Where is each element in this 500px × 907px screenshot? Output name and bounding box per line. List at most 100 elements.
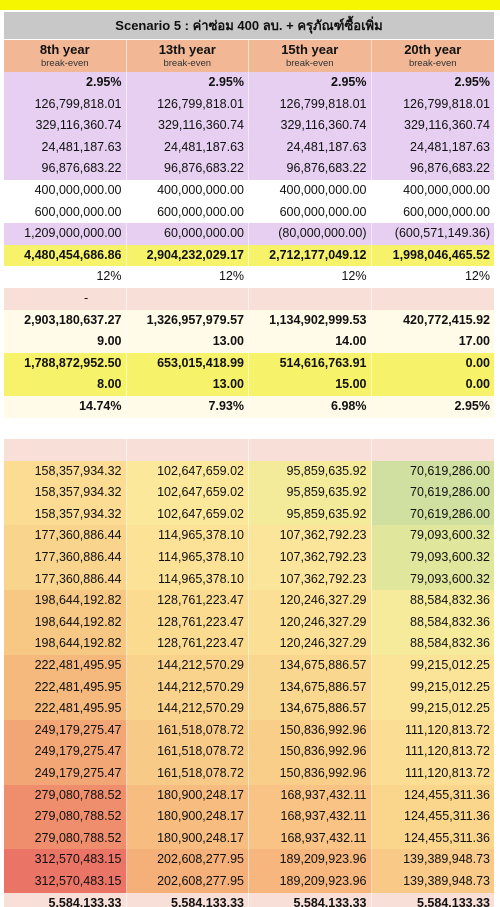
table-cell: 96,876,683.22: [410, 161, 490, 176]
heatmap-row: 177,360,886.44 114,965,378.10 107,362,792.…: [4, 568, 494, 591]
table-cell: 114,965,378.10: [126, 525, 249, 548]
table-cell: 279,080,788.52: [4, 784, 127, 807]
table-cell: 198,644,192.82: [4, 633, 127, 656]
table-cell: 329,116,360.74: [404, 118, 490, 133]
table-cell: 177,360,886.44: [4, 525, 127, 548]
table-cell: [372, 418, 495, 440]
table-cell: 139,389,948.73: [371, 849, 494, 871]
table-cell: 99,215,012.25: [371, 655, 494, 677]
table-row: 2,903,180,637.27 1,326,957,979.57 1,134,90…: [4, 309, 494, 332]
table-cell: 0.00: [465, 355, 490, 370]
table-cell: 139,389,948.73: [371, 870, 494, 893]
table-cell: 12%: [4, 266, 127, 288]
table-cell: 329,116,360.74: [127, 115, 249, 137]
table-cell: 249,179,275.47: [4, 719, 127, 742]
table-cell: 79,093,600.32: [371, 547, 494, 569]
table-cell: 111,120,813.72: [371, 741, 494, 763]
table-cell: 6.98%: [249, 395, 372, 418]
table-cell: 400,000,000.00: [127, 179, 249, 202]
table-cell: 249,179,275.47: [4, 741, 127, 763]
table-cell: 222,481,495.95: [4, 698, 127, 720]
table-cell: 2.95%: [4, 72, 127, 94]
table-cell: 95,859,635.92: [249, 503, 372, 526]
column-year: 13th year: [158, 42, 216, 57]
table-cell: 24,481,187.63: [410, 139, 490, 154]
footer-section: 5,584,133.33 5,584,133.33 5,584,133.33 5,58…: [4, 892, 494, 907]
table-cell: 134,675,886.57: [249, 676, 372, 699]
table-cell: 96,876,683.22: [249, 158, 372, 180]
table-cell: 95,859,635.92: [249, 482, 372, 504]
table-cell: [127, 439, 249, 461]
table-cell: 158,357,934.32: [4, 460, 127, 483]
table-cell: [372, 439, 495, 461]
table-cell: 144,212,570.29: [126, 698, 249, 720]
table-cell: 124,455,311.36: [371, 784, 494, 807]
table-cell: [249, 417, 372, 440]
table-cell: 96,876,683.22: [127, 158, 249, 180]
table-cell: 107,362,792.23: [249, 568, 372, 591]
table-cell: 79,093,600.32: [371, 568, 494, 591]
heatmap-row: 249,179,275.47 161,518,078.72 150,836,992.…: [4, 763, 494, 785]
table-cell: 144,212,570.29: [126, 676, 249, 699]
table-cell: [372, 288, 495, 310]
table-cell: -: [4, 287, 127, 310]
table-cell: 2,712,177,049.12: [249, 244, 372, 267]
table-cell: 150,836,992.96: [249, 719, 372, 742]
table-cell: 400,000,000.00: [4, 179, 127, 202]
table-cell: 114,965,378.10: [126, 547, 249, 569]
table-cell: 134,675,886.57: [249, 698, 372, 720]
table-cell: 128,761,223.47: [126, 611, 249, 634]
table-cell: 420,772,415.92: [403, 312, 490, 327]
table-cell: 400,000,000.00: [403, 182, 490, 197]
spreadsheet: Scenario 5 : ค่าซ่อม 400 ลบ. + ครุภัณฑ์ซ…: [4, 12, 494, 907]
table-cell: 279,080,788.52: [4, 806, 127, 828]
table-cell: 158,357,934.32: [4, 503, 127, 526]
table-cell: 400,000,000.00: [249, 179, 372, 202]
heatmap-row: 279,080,788.52 180,900,248.17 168,937,432.…: [4, 806, 494, 828]
table-cell: 128,761,223.47: [126, 590, 249, 612]
table-cell: 189,209,923.96: [249, 849, 372, 871]
heatmap-row: 177,360,886.44 114,965,378.10 107,362,792.…: [4, 547, 494, 569]
table-row: [4, 417, 495, 440]
table-cell: 24,481,187.63: [127, 136, 249, 159]
table-row: 126,799,818.01 126,799,818.01 126,799,818.…: [4, 93, 494, 116]
table-cell: 79,093,600.32: [371, 525, 494, 548]
table-cell: 600,000,000.00: [403, 204, 490, 219]
table-cell: 189,209,923.96: [249, 870, 372, 893]
table-cell: 5,584,133.33: [417, 895, 490, 907]
table-row: [4, 439, 494, 461]
table-row: 1,788,872,952.50 653,015,418.99 514,616,76…: [4, 352, 494, 375]
table-row: 400,000,000.00 400,000,000.00 400,000,000.…: [4, 179, 494, 202]
table-cell: 70,619,286.00: [371, 503, 494, 526]
table-cell: 1,788,872,952.50: [4, 352, 127, 375]
table-cell: 653,015,418.99: [127, 352, 249, 375]
table-cell: 158,357,934.32: [4, 482, 127, 504]
table-row: 600,000,000.00 600,000,000.00 600,000,000.…: [4, 201, 494, 224]
table-cell: [4, 417, 127, 440]
table-row: -: [4, 287, 495, 310]
column-year: 20th year: [404, 42, 462, 57]
cashflow-heatmap-section: 158,357,934.32 102,647,659.02 95,859,635.9…: [4, 460, 494, 893]
table-cell: 134,675,886.57: [249, 655, 372, 677]
table-cell: 600,000,000.00: [127, 201, 249, 224]
table-cell: 12%: [249, 266, 372, 288]
table-row: 4,480,454,686.86 2,904,232,029.17 2,712,17…: [4, 244, 494, 267]
table-cell: 144,212,570.29: [126, 655, 249, 677]
column-year: 15th year: [281, 42, 339, 57]
table-cell: 1,134,902,999.53: [249, 309, 372, 332]
table-cell: 126,799,818.01: [403, 96, 490, 111]
table-cell: 1,209,000,000.00: [4, 223, 127, 245]
table-cell: [127, 417, 249, 440]
column-header-13th-year: 13th year break-even: [127, 40, 249, 72]
table-cell: 5,584,133.33: [4, 892, 127, 907]
table-cell: 2,903,180,637.27: [4, 309, 127, 332]
column-header-15th-year: 15th year break-even: [249, 40, 372, 72]
table-cell: 180,900,248.17: [126, 806, 249, 828]
table-cell: 102,647,659.02: [126, 503, 249, 526]
column-year: 8th year: [39, 42, 90, 57]
table-row: 8.00 13.00 15.00 0.00: [4, 374, 494, 396]
table-cell: [249, 287, 372, 310]
table-row: 24,481,187.63 24,481,187.63 24,481,187.63 2…: [4, 136, 494, 159]
table-row: 9.00 13.00 14.00 17.00: [4, 331, 494, 353]
table-cell: 198,644,192.82: [4, 590, 127, 612]
